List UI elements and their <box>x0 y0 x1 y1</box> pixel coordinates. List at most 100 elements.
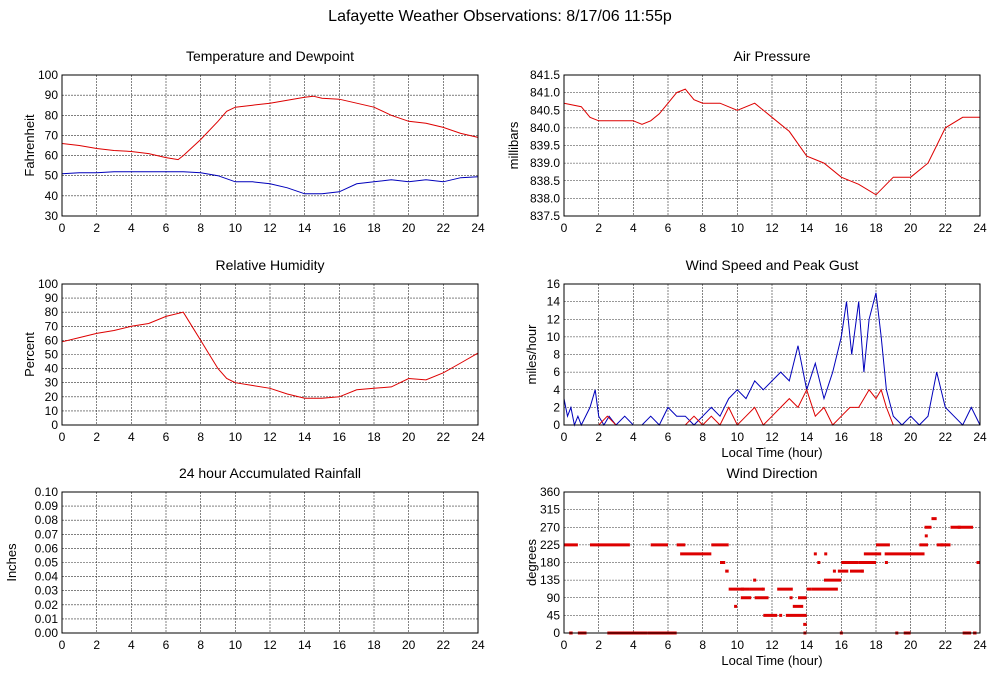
temp-title: Temperature and Dewpoint <box>186 48 354 64</box>
direction-point <box>957 525 961 529</box>
y-tick-label: 50 <box>45 169 59 183</box>
y-tick-label: 360 <box>540 485 560 499</box>
pressure-series-red-line <box>563 88 980 196</box>
x-tick-label: 20 <box>904 430 918 444</box>
y-tick-label: 841.0 <box>530 86 560 100</box>
x-tick-label: 16 <box>835 221 849 235</box>
direction-point <box>761 587 765 591</box>
humidity-series-red-line <box>61 311 479 399</box>
x-tick-label: 20 <box>402 638 416 652</box>
x-tick-label: 14 <box>298 430 312 444</box>
x-tick-label: 2 <box>595 638 602 652</box>
y-tick-label: 0.04 <box>35 570 59 584</box>
x-tick-label: 22 <box>939 638 953 652</box>
x-tick-label: 6 <box>163 221 170 235</box>
y-tick-label: 270 <box>540 520 560 534</box>
y-tick-label: 16 <box>547 277 561 291</box>
x-tick-label: 24 <box>973 430 987 444</box>
direction-y-axis-label: degrees <box>524 539 539 586</box>
x-tick-label: 22 <box>939 221 953 235</box>
x-tick-label: 22 <box>939 430 953 444</box>
direction-point <box>940 543 944 547</box>
y-tick-label: 80 <box>45 108 59 122</box>
y-tick-label: 225 <box>540 538 560 552</box>
x-tick-label: 10 <box>731 430 745 444</box>
y-tick-label: 6 <box>553 365 560 379</box>
x-tick-label: 22 <box>437 221 451 235</box>
x-tick-label: 8 <box>699 638 706 652</box>
direction-point <box>734 604 738 608</box>
x-tick-label: 18 <box>367 221 381 235</box>
x-tick-label: 8 <box>699 430 706 444</box>
y-tick-label: 838.0 <box>530 191 560 205</box>
x-tick-label: 6 <box>665 221 672 235</box>
x-tick-label: 14 <box>800 430 814 444</box>
x-tick-label: 16 <box>835 430 849 444</box>
direction-point <box>924 534 928 538</box>
x-tick-label: 8 <box>197 430 204 444</box>
x-tick-label: 14 <box>298 638 312 652</box>
x-tick-label: 24 <box>471 638 485 652</box>
y-tick-label: 0.02 <box>35 598 59 612</box>
x-tick-label: 10 <box>731 221 745 235</box>
direction-point <box>789 596 793 600</box>
y-tick-label: 4 <box>553 383 560 397</box>
temp-plot-frame <box>61 74 479 217</box>
x-tick-label: 18 <box>869 221 883 235</box>
x-tick-label: 12 <box>765 221 779 235</box>
x-tick-label: 14 <box>298 221 312 235</box>
x-tick-label: 4 <box>128 221 135 235</box>
wind-title: Wind Speed and Peak Gust <box>686 257 859 273</box>
y-tick-label: 841.5 <box>530 68 560 82</box>
y-tick-label: 0 <box>553 418 560 432</box>
y-tick-label: 135 <box>540 573 560 587</box>
x-tick-label: 4 <box>630 221 637 235</box>
y-tick-label: 0 <box>51 418 58 432</box>
y-tick-label: 100 <box>38 277 58 291</box>
x-tick-label: 14 <box>800 638 814 652</box>
direction-point <box>741 587 745 591</box>
rain-y-axis-label: Inches <box>4 543 19 582</box>
x-tick-label: 6 <box>665 430 672 444</box>
x-tick-label: 20 <box>904 221 918 235</box>
y-tick-label: 838.5 <box>530 174 560 188</box>
x-tick-label: 10 <box>731 638 745 652</box>
direction-point <box>753 578 757 582</box>
y-tick-label: 14 <box>547 295 561 309</box>
x-tick-label: 6 <box>163 430 170 444</box>
x-tick-label: 8 <box>699 221 706 235</box>
x-tick-label: 12 <box>263 430 277 444</box>
x-tick-label: 24 <box>471 221 485 235</box>
x-tick-label: 18 <box>367 430 381 444</box>
x-tick-label: 20 <box>402 430 416 444</box>
y-tick-label: 840.5 <box>530 103 560 117</box>
wind-x-axis-label: Local Time (hour) <box>721 445 822 460</box>
x-tick-label: 2 <box>595 221 602 235</box>
y-tick-label: 20 <box>45 390 59 404</box>
y-tick-label: 30 <box>45 376 59 390</box>
direction-point <box>860 569 864 573</box>
y-tick-label: 0.01 <box>35 612 59 626</box>
humidity-plot-frame <box>61 283 479 426</box>
pressure-y-axis-label: millibars <box>506 121 521 169</box>
y-tick-label: 0.08 <box>35 513 59 527</box>
x-tick-label: 18 <box>869 638 883 652</box>
y-tick-label: 40 <box>45 362 59 376</box>
y-tick-label: 837.5 <box>530 209 560 223</box>
x-tick-label: 2 <box>93 221 100 235</box>
x-tick-label: 22 <box>437 638 451 652</box>
x-tick-label: 12 <box>263 221 277 235</box>
y-tick-label: 180 <box>540 556 560 570</box>
y-tick-label: 0.03 <box>35 584 59 598</box>
y-tick-label: 100 <box>38 68 58 82</box>
x-tick-label: 0 <box>59 221 66 235</box>
x-tick-label: 20 <box>402 221 416 235</box>
x-tick-label: 18 <box>869 430 883 444</box>
y-tick-label: 840.0 <box>530 121 560 135</box>
y-tick-label: 30 <box>45 209 59 223</box>
y-tick-label: 0.06 <box>35 541 59 555</box>
